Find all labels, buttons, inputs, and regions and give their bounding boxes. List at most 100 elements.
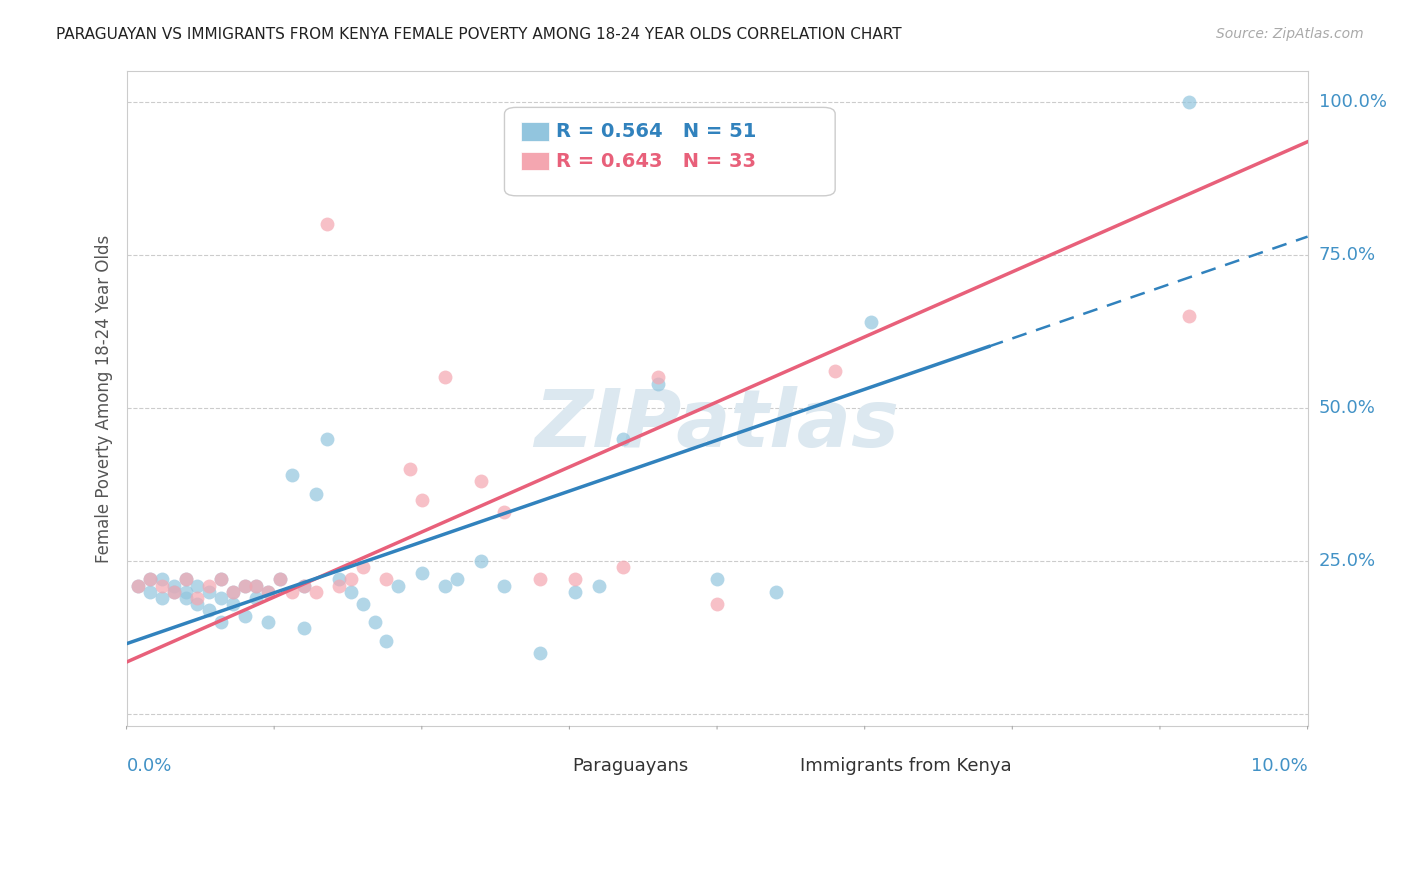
Point: [292, 578, 315, 592]
Point: [316, 218, 339, 232]
Point: [328, 573, 350, 587]
Point: [470, 554, 492, 568]
Point: [174, 573, 197, 587]
Point: [352, 560, 374, 574]
Point: [765, 584, 787, 599]
Point: [494, 578, 516, 592]
Text: Immigrants from Kenya: Immigrants from Kenya: [800, 756, 1011, 774]
Point: [150, 591, 173, 605]
Point: [198, 578, 221, 592]
Point: [174, 584, 197, 599]
Point: [233, 578, 256, 592]
Text: R = 0.643   N = 33: R = 0.643 N = 33: [557, 152, 756, 170]
Point: [186, 597, 208, 611]
Point: [564, 584, 586, 599]
Text: 50.0%: 50.0%: [1319, 399, 1375, 417]
FancyBboxPatch shape: [763, 757, 794, 780]
Text: 10.0%: 10.0%: [1251, 757, 1308, 775]
Point: [186, 578, 208, 592]
Point: [375, 573, 398, 587]
Text: 25.0%: 25.0%: [1319, 552, 1376, 570]
Point: [446, 573, 468, 587]
Point: [186, 591, 208, 605]
Point: [209, 591, 232, 605]
Point: [163, 584, 186, 599]
Point: [150, 573, 173, 587]
Point: [824, 364, 846, 378]
Point: [292, 578, 315, 592]
Point: [209, 615, 232, 630]
Point: [198, 584, 221, 599]
Point: [352, 597, 374, 611]
Point: [340, 573, 363, 587]
FancyBboxPatch shape: [522, 152, 550, 170]
Point: [434, 370, 457, 384]
Point: [529, 646, 551, 660]
Point: [647, 376, 669, 391]
Point: [233, 578, 256, 592]
Point: [340, 584, 363, 599]
FancyBboxPatch shape: [522, 122, 550, 141]
Point: [434, 578, 457, 592]
Point: [269, 573, 291, 587]
Point: [564, 573, 586, 587]
Point: [233, 609, 256, 624]
Point: [127, 578, 149, 592]
Text: 75.0%: 75.0%: [1319, 246, 1376, 264]
Point: [245, 591, 267, 605]
Point: [269, 573, 291, 587]
Text: 100.0%: 100.0%: [1319, 93, 1386, 111]
FancyBboxPatch shape: [505, 107, 835, 196]
Point: [1178, 95, 1201, 109]
Point: [209, 573, 232, 587]
Point: [612, 560, 634, 574]
Y-axis label: Female Poverty Among 18-24 Year Olds: Female Poverty Among 18-24 Year Olds: [94, 235, 112, 563]
Point: [257, 584, 280, 599]
Point: [222, 584, 245, 599]
Point: [281, 584, 304, 599]
Point: [304, 486, 326, 500]
Point: [163, 584, 186, 599]
Point: [494, 505, 516, 519]
Point: [222, 597, 245, 611]
Point: [470, 475, 492, 489]
Point: [375, 633, 398, 648]
Point: [245, 578, 267, 592]
Point: [127, 578, 149, 592]
Text: ZIPatlas: ZIPatlas: [534, 386, 900, 464]
Point: [281, 468, 304, 483]
Text: PARAGUAYAN VS IMMIGRANTS FROM KENYA FEMALE POVERTY AMONG 18-24 YEAR OLDS CORRELA: PARAGUAYAN VS IMMIGRANTS FROM KENYA FEMA…: [56, 27, 901, 42]
Point: [139, 573, 162, 587]
Text: Paraguayans: Paraguayans: [572, 756, 688, 774]
Text: Source: ZipAtlas.com: Source: ZipAtlas.com: [1216, 27, 1364, 41]
Point: [706, 573, 728, 587]
Point: [859, 315, 882, 329]
Point: [198, 603, 221, 617]
Point: [292, 621, 315, 635]
Point: [304, 584, 326, 599]
Point: [588, 578, 610, 592]
Point: [328, 578, 350, 592]
Point: [411, 492, 433, 507]
Point: [363, 615, 385, 630]
Point: [316, 432, 339, 446]
Point: [257, 615, 280, 630]
Point: [1178, 309, 1201, 323]
FancyBboxPatch shape: [538, 757, 569, 780]
Point: [647, 370, 669, 384]
Point: [139, 584, 162, 599]
Point: [706, 597, 728, 611]
Point: [174, 573, 197, 587]
Text: R = 0.564   N = 51: R = 0.564 N = 51: [557, 122, 756, 141]
Point: [209, 573, 232, 587]
Text: 0.0%: 0.0%: [127, 757, 172, 775]
Point: [174, 591, 197, 605]
Point: [150, 578, 173, 592]
Point: [612, 432, 634, 446]
Point: [529, 573, 551, 587]
Point: [257, 584, 280, 599]
Point: [387, 578, 409, 592]
Point: [245, 578, 267, 592]
Point: [163, 578, 186, 592]
Point: [139, 573, 162, 587]
